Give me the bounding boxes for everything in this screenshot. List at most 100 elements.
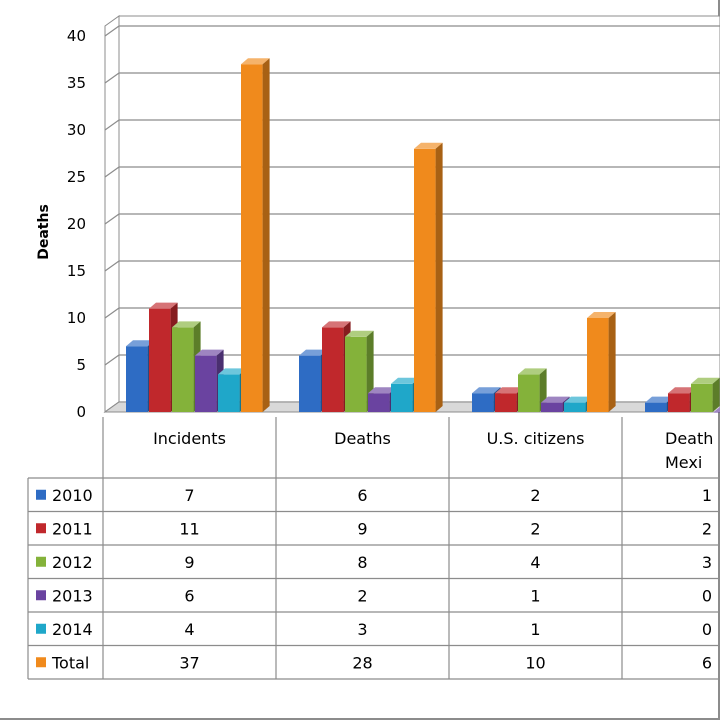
bar-2010-3	[645, 402, 667, 412]
bar-side	[608, 312, 616, 412]
bar-2012-3	[691, 383, 713, 412]
bar-total-0	[241, 64, 263, 412]
y-tick-label: 25	[67, 168, 86, 186]
bar-top	[322, 321, 351, 328]
data-label: 9	[357, 519, 367, 538]
bar-top	[391, 377, 420, 384]
bar-top	[495, 387, 524, 394]
bar-2013-0	[195, 355, 217, 412]
legend-swatch	[36, 590, 46, 601]
bar-2013-1	[368, 393, 390, 412]
bar-2012-0	[172, 327, 194, 412]
gridline	[104, 307, 720, 319]
data-label: 0	[702, 586, 712, 605]
data-label: 9	[184, 553, 194, 572]
bar-top	[645, 396, 674, 403]
bar-2012-1	[345, 336, 367, 412]
bar-side	[435, 142, 443, 413]
legend-swatch	[36, 623, 46, 634]
bar-total-1	[414, 148, 436, 413]
data-label: 1	[702, 486, 712, 505]
bar-total-2	[587, 318, 609, 412]
y-tick-label: 15	[67, 262, 86, 280]
bar-2011-3	[668, 393, 690, 412]
bar-top	[564, 396, 593, 403]
bar-2010-2	[472, 393, 494, 412]
bar-2010-0	[126, 346, 148, 412]
data-label: 2	[702, 519, 712, 538]
gridline	[104, 166, 720, 178]
gridline	[104, 72, 720, 84]
data-label: 2	[530, 519, 540, 538]
bar-2014-1	[391, 383, 413, 412]
data-label: 3	[357, 620, 367, 639]
bar-top	[587, 312, 616, 318]
data-label: 1	[530, 620, 540, 639]
legend-entry: 2010	[52, 486, 93, 505]
bar-side	[712, 377, 720, 412]
y-tick-label: 5	[76, 356, 86, 374]
y-tick-label: 0	[76, 403, 86, 421]
bar-side	[262, 58, 270, 412]
data-label: 0	[702, 620, 712, 639]
bar-top	[299, 349, 328, 356]
legend-entry: 2013	[52, 586, 93, 605]
legend-entry: 2012	[52, 553, 93, 572]
bar-2014-2	[564, 402, 586, 412]
bar-2013-2	[541, 402, 563, 412]
side-wall	[104, 15, 120, 413]
bar-2013-3	[714, 412, 720, 413]
legend-swatch	[36, 556, 46, 567]
y-axis-label: Deaths	[36, 204, 52, 260]
y-tick-label: 35	[67, 74, 86, 92]
gridline	[104, 213, 720, 225]
category-label: U.S. citizens	[487, 429, 585, 448]
legend-entry: Total	[51, 653, 89, 672]
bar-top	[668, 387, 697, 394]
bar-top	[518, 368, 547, 375]
gridline	[104, 260, 720, 272]
data-label: 1	[530, 586, 540, 605]
bar-2011-0	[149, 308, 171, 412]
bar-2010-1	[299, 355, 321, 412]
bar-2011-2	[495, 393, 517, 412]
gridline	[104, 25, 720, 37]
gridline	[104, 119, 720, 131]
data-label: 8	[357, 553, 367, 572]
bar-top	[241, 58, 270, 65]
category-label: Death	[665, 429, 713, 448]
y-tick-label: 30	[67, 121, 86, 139]
data-label: 37	[179, 653, 199, 672]
bar-top	[218, 368, 247, 375]
bar-top	[126, 340, 155, 347]
bar-top	[714, 406, 720, 412]
bar-top	[472, 387, 501, 394]
data-label: 2	[530, 486, 540, 505]
data-label: 7	[184, 486, 194, 505]
y-tick-label: 10	[67, 309, 86, 327]
data-label: 2	[357, 586, 367, 605]
legend-swatch	[36, 657, 46, 668]
data-label: 6	[702, 653, 712, 672]
bar-2012-2	[518, 374, 540, 412]
bar-top	[691, 377, 720, 384]
legend-entry: 2014	[52, 620, 93, 639]
gridline	[104, 354, 720, 366]
bar-top	[345, 330, 374, 337]
bar-top	[368, 387, 397, 394]
data-label: 3	[702, 553, 712, 572]
bar-top	[541, 396, 570, 403]
category-label: Incidents	[153, 429, 226, 448]
legend-swatch	[36, 489, 46, 500]
bar-2011-1	[322, 327, 344, 412]
y-tick-label: 40	[67, 27, 86, 45]
legend-swatch	[36, 523, 46, 534]
legend-entry: 2011	[52, 519, 93, 538]
data-label: 6	[184, 586, 194, 605]
data-label: 10	[525, 653, 545, 672]
data-label: 11	[179, 519, 199, 538]
y-tick-label: 20	[67, 215, 86, 233]
data-label: 4	[184, 620, 194, 639]
bar-top	[149, 302, 178, 309]
